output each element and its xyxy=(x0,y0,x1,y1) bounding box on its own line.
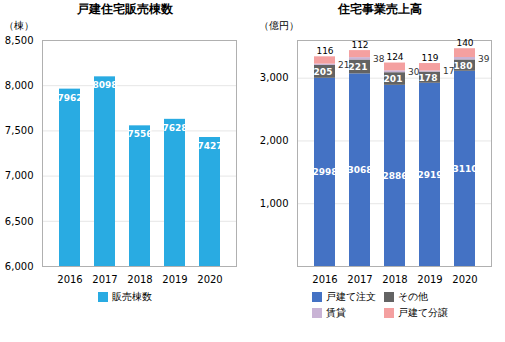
svg-text:2019: 2019 xyxy=(417,274,442,285)
svg-text:116: 116 xyxy=(316,46,333,56)
svg-text:2016: 2016 xyxy=(57,274,82,285)
svg-text:1,000: 1,000 xyxy=(260,198,289,209)
svg-text:2,000: 2,000 xyxy=(260,135,289,146)
svg-text:38: 38 xyxy=(373,54,385,64)
svg-text:7,000: 7,000 xyxy=(5,170,34,181)
svg-text:221: 221 xyxy=(349,62,368,72)
svg-text:2017: 2017 xyxy=(347,274,372,285)
html-text:戸建て注文: 戸建て注文 xyxy=(326,291,376,302)
svg-text:（棟）: （棟） xyxy=(4,20,34,31)
svg-text:205: 205 xyxy=(314,67,333,77)
html-text:住宅事業売上高: 住宅事業売上高 xyxy=(338,2,422,16)
svg-text:124: 124 xyxy=(386,52,403,62)
svg-text:3110: 3110 xyxy=(452,164,477,174)
svg-text:3,000: 3,000 xyxy=(260,72,289,83)
svg-text:2886: 2886 xyxy=(382,171,407,181)
html-text:戸建て分譲: 戸建て分譲 xyxy=(398,307,448,318)
svg-text:178: 178 xyxy=(419,73,438,83)
svg-text:2020: 2020 xyxy=(452,274,477,285)
svg-text:30: 30 xyxy=(408,67,420,77)
svg-text:2020: 2020 xyxy=(197,274,222,285)
svg-text:180: 180 xyxy=(454,60,473,70)
svg-text:2017: 2017 xyxy=(92,274,117,285)
svg-text:2019: 2019 xyxy=(162,274,187,285)
html-text:販売棟数: 販売棟数 xyxy=(112,291,152,302)
svg-text:7962: 7962 xyxy=(57,93,82,103)
svg-text:21: 21 xyxy=(338,60,349,70)
svg-text:（億円）: （億円） xyxy=(259,20,299,31)
svg-text:3068: 3068 xyxy=(347,165,372,175)
svg-text:17: 17 xyxy=(443,66,454,76)
svg-text:8,000: 8,000 xyxy=(5,80,34,91)
svg-text:7,500: 7,500 xyxy=(5,125,34,136)
svg-text:112: 112 xyxy=(351,40,368,50)
svg-text:2919: 2919 xyxy=(417,170,442,180)
svg-text:2018: 2018 xyxy=(127,274,152,285)
svg-text:6,500: 6,500 xyxy=(5,216,34,227)
svg-text:7427: 7427 xyxy=(197,141,222,151)
html-text:その他: その他 xyxy=(398,291,428,302)
svg-text:2998: 2998 xyxy=(312,167,337,177)
svg-text:140: 140 xyxy=(456,38,473,48)
svg-text:119: 119 xyxy=(421,53,438,63)
svg-text:8,500: 8,500 xyxy=(5,35,34,46)
svg-text:2016: 2016 xyxy=(312,274,337,285)
svg-text:7556: 7556 xyxy=(127,129,152,139)
svg-text:39: 39 xyxy=(478,54,490,64)
html-text:戸建住宅販売棟数: 戸建住宅販売棟数 xyxy=(77,2,173,16)
svg-text:8098: 8098 xyxy=(92,80,117,90)
svg-text:2018: 2018 xyxy=(382,274,407,285)
html-text:賃貸: 賃貸 xyxy=(326,307,346,318)
svg-text:7628: 7628 xyxy=(162,123,187,133)
svg-text:6,000: 6,000 xyxy=(5,261,34,272)
svg-text:201: 201 xyxy=(384,74,403,84)
